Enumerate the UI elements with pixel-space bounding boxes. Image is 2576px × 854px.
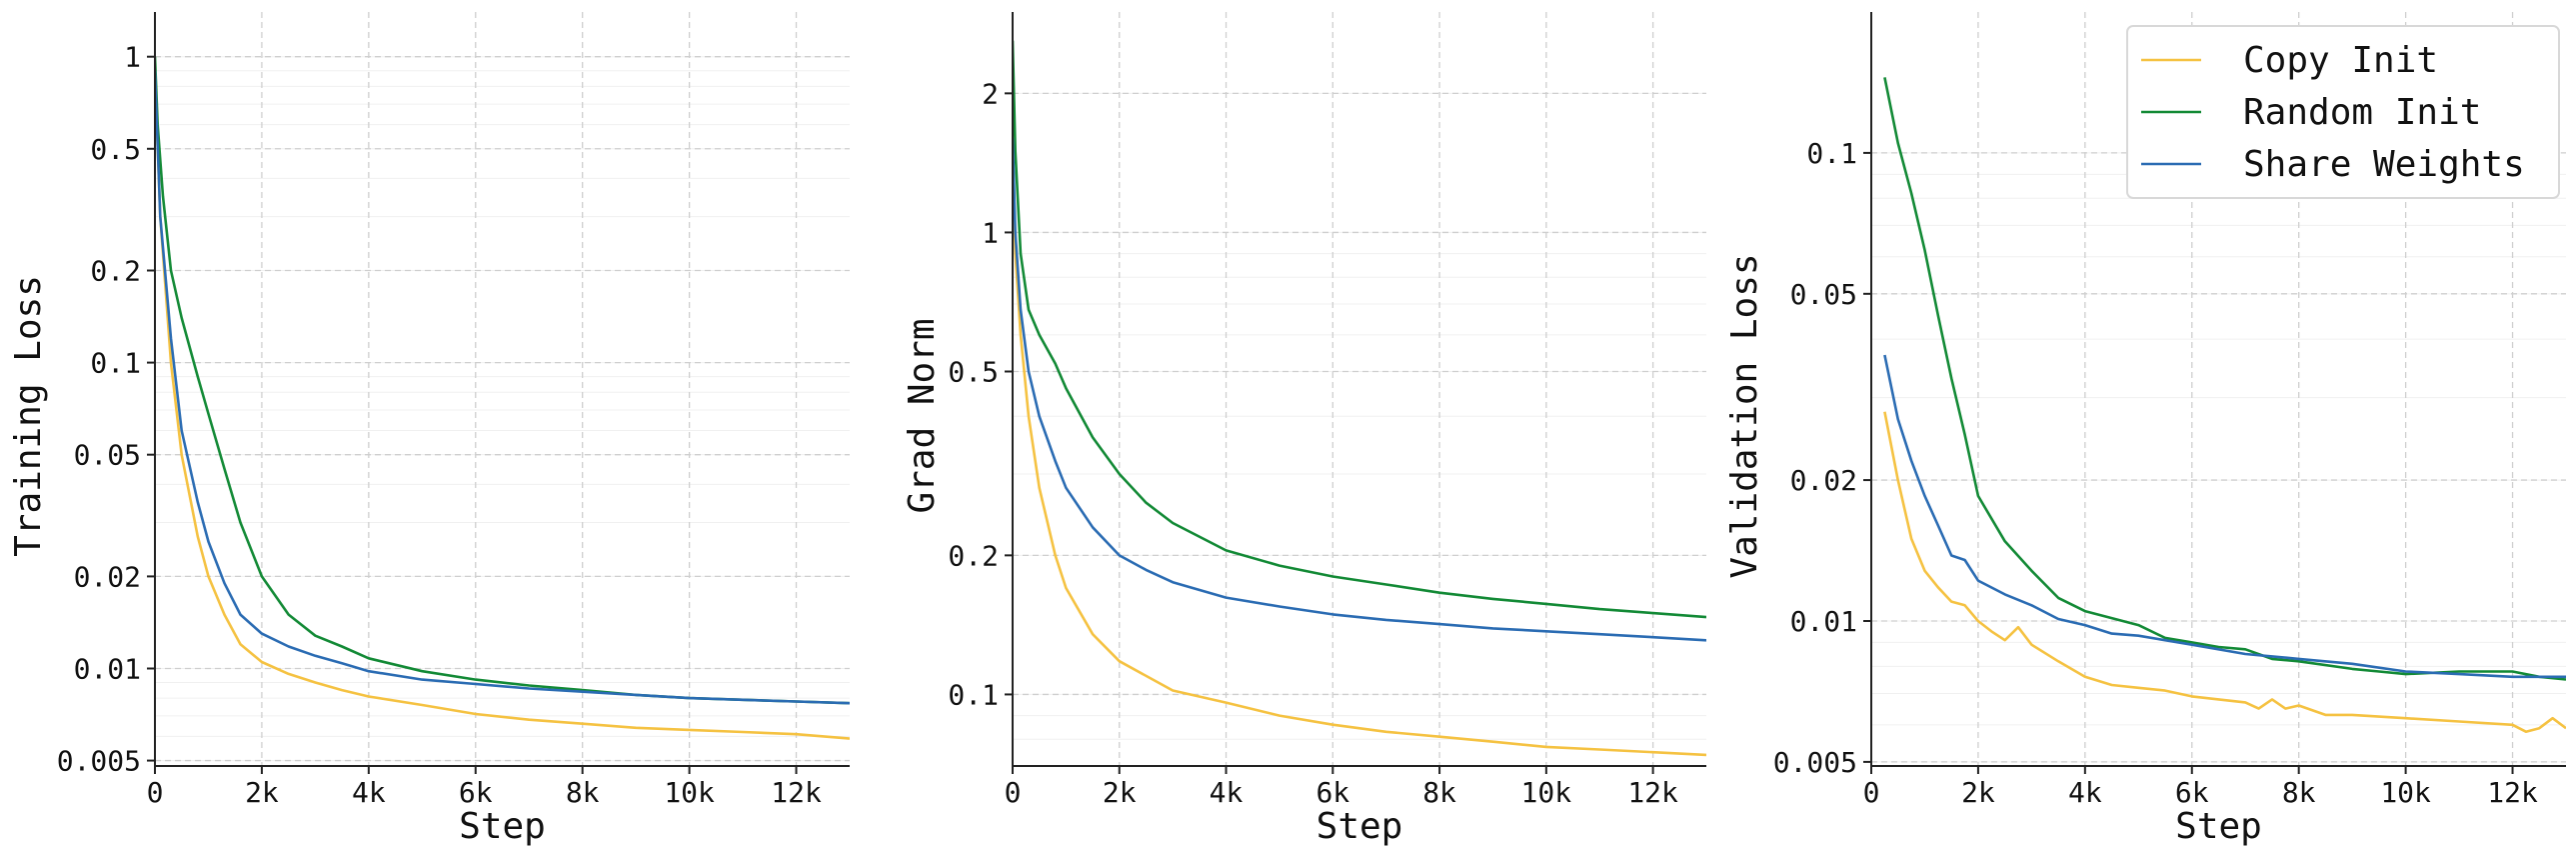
x-tick-label: 4k [352,776,386,809]
legend-entry: Copy Init [2243,40,2438,81]
y-tick-label: 1 [982,216,999,249]
y-tick-label: 0.005 [1773,746,1857,779]
x-tick-label: 2k [245,776,279,809]
y-tick-label: 0.2 [90,255,141,288]
y-tick-label: 0.2 [948,539,999,572]
x-tick-label: 0 [1863,776,1880,809]
series-line-random-init [155,56,850,705]
legend-entry: Share Weights [2243,144,2525,185]
x-tick-label: 10k [2380,776,2431,809]
series-line-share-weights [1013,138,1706,642]
series-line-share-weights [1883,354,2566,679]
y-tick-label: 0.5 [948,356,999,389]
chart-panel-1: 0.005 0.01 0.02 0.05 0.1 0.2 0.5 1 0 2k 4k 6k 8k 10k 1… [8,12,850,847]
minor-gridlines [1013,92,1706,740]
x-tick-label: 8k [2282,776,2316,809]
x-tick-label: 2k [1103,776,1137,809]
x-axis-label: Step [2175,806,2262,847]
major-gridlines [1013,12,1706,766]
y-tick-label: 0.05 [74,439,141,472]
chart-panel-3: 0.005 0.01 0.02 0.05 0.1 0 2k 4k 6k 8k 10k 12k Step V… [1724,12,2566,847]
x-tick-label: 4k [1210,776,1244,809]
x-tick-label: 0 [147,776,164,809]
x-tick-label: 2k [1961,776,1995,809]
series-line-copy-init [1013,138,1706,757]
x-tick-label: 6k [459,776,493,809]
y-axis-label: Validation Loss [1724,253,1765,578]
y-tick-label: 1 [124,41,141,74]
x-axis-label: Step [459,806,546,847]
x-tick-label: 8k [566,776,600,809]
x-tick-label: 8k [1422,776,1456,809]
x-tick-label: 6k [1315,776,1349,809]
legend: Copy Init Random Init Share Weights [2126,25,2560,199]
x-tick-label: 4k [2068,776,2102,809]
x-tick-label: 12k [771,776,822,809]
x-tick-label: 12k [1627,776,1678,809]
y-tick-label: 2 [982,77,999,110]
y-tick-label: 0.02 [1790,464,1857,497]
series-line-random-init [1013,40,1706,619]
chart-panel-2: 0.1 0.2 0.5 1 2 0 2k 4k 6k 8k 10k 12k Step Grad Norm [902,12,1706,847]
x-tick-label: 6k [2175,776,2209,809]
x-tick-label: 0 [1005,776,1022,809]
y-axis-label: Grad Norm [902,318,943,513]
y-tick-label: 0.02 [74,560,141,593]
legend-box [2126,25,2560,199]
minor-gridlines [155,56,850,762]
series-line-share-weights [155,70,850,705]
series-line-copy-init [155,70,850,740]
x-tick-label: 10k [1521,776,1572,809]
y-axis-label: Training Loss [8,275,49,557]
y-tick-label: 0.1 [1806,137,1857,170]
y-tick-label: 0.1 [90,347,141,380]
y-tick-label: 0.05 [1790,278,1857,311]
series-line-copy-init [1883,411,2566,734]
y-tick-label: 0.1 [948,678,999,711]
y-tick-label: 0.005 [57,745,141,778]
y-tick-label: 0.5 [90,133,141,166]
x-tick-label: 12k [2487,776,2538,809]
series-line-random-init [1883,77,2566,681]
y-tick-label: 0.01 [74,652,141,685]
x-tick-label: 10k [664,776,715,809]
legend-entry: Random Init [2243,92,2481,133]
y-tick-label: 0.01 [1790,605,1857,638]
major-gridlines [155,12,850,766]
x-axis-label: Step [1316,806,1403,847]
